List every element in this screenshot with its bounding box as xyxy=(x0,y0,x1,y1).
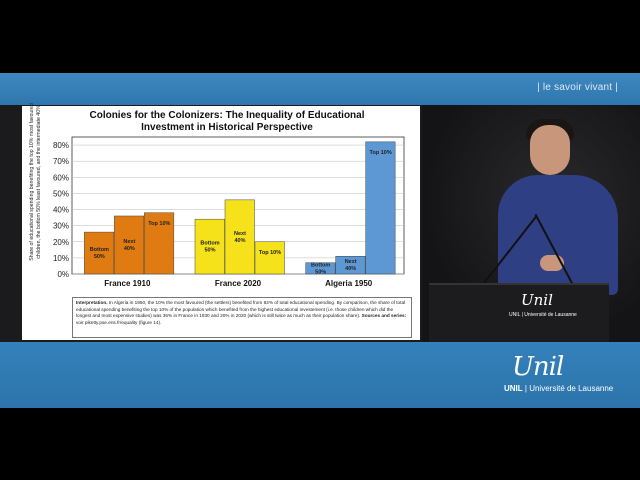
bar xyxy=(305,262,336,275)
y-tick-label: 60% xyxy=(53,173,69,182)
y-tick-label: 10% xyxy=(53,254,69,263)
speaker-body xyxy=(498,175,618,295)
bar-label: Next 40% xyxy=(234,231,246,244)
bar-label: Top 10% xyxy=(148,221,170,227)
x-category-label: Algeria 1950 xyxy=(325,279,373,288)
bar xyxy=(224,199,255,275)
presentation-slide: Colonies for the Colonizers: The Inequal… xyxy=(22,103,420,340)
y-tick-label: 70% xyxy=(53,157,69,166)
video-stage: Colonies for the Colonizers: The Inequal… xyxy=(0,103,640,342)
bar-label: Top 10% xyxy=(259,250,281,256)
bar-label: Bottom 50% xyxy=(311,262,330,275)
bar-chart: 0% 10% 20% 30% 40% 50% 60% 70% 80% Bottom 50% Next 4… xyxy=(53,136,405,288)
y-tick-label: 40% xyxy=(53,206,69,215)
y-tick-label: 0% xyxy=(57,270,69,279)
speaker-head xyxy=(530,125,570,175)
bottom-banner: Unil UNIL | Université de Lausanne xyxy=(0,342,640,408)
unil-caption: UNIL | Université de Lausanne xyxy=(504,384,614,393)
bar xyxy=(114,215,145,275)
bar xyxy=(194,218,225,275)
sources-label: Sources and series: xyxy=(361,313,407,318)
bar-label: Bottom 50% xyxy=(200,241,219,254)
tagline: | le savoir vivant | xyxy=(537,82,618,93)
lectern: Unil UNIL | Université de Lausanne xyxy=(429,283,609,342)
lectern-logo: Unil xyxy=(521,291,553,309)
bar-label: Top 10% xyxy=(370,150,392,156)
slide-title: Colonies for the Colonizers: The Inequal… xyxy=(89,110,365,133)
bar-label: Next 40% xyxy=(123,239,135,252)
bar-label: Bottom 50% xyxy=(90,247,109,260)
bar xyxy=(254,241,285,275)
interpretation-box: Interpretation. In Algeria in 1950, the … xyxy=(72,297,412,338)
x-category-label: France 1910 xyxy=(104,279,151,288)
y-tick-label: 50% xyxy=(53,189,69,198)
interpretation-text: In Algeria in 1950, the 10% the most fav… xyxy=(76,300,406,318)
y-tick-label: 30% xyxy=(53,222,69,231)
unil-logo: Unil xyxy=(512,352,564,382)
bar-label: Next 40% xyxy=(345,259,357,272)
lectern-caption: UNIL | Université de Lausanne xyxy=(509,312,577,318)
top-banner: | le savoir vivant | xyxy=(0,73,640,105)
sources-text: voir piketty.pse.ens.fr/equality (figure… xyxy=(76,319,162,325)
bar xyxy=(144,212,175,275)
y-tick-label: 80% xyxy=(53,141,69,150)
x-category-label: France 2020 xyxy=(215,279,262,288)
speaker-video: Unil UNIL | Université de Lausanne xyxy=(422,105,640,342)
bar xyxy=(335,256,366,275)
interpretation-label: Interpretation. xyxy=(76,300,108,305)
bar xyxy=(365,141,396,275)
y-tick-label: 20% xyxy=(53,238,69,247)
bar xyxy=(84,231,115,275)
